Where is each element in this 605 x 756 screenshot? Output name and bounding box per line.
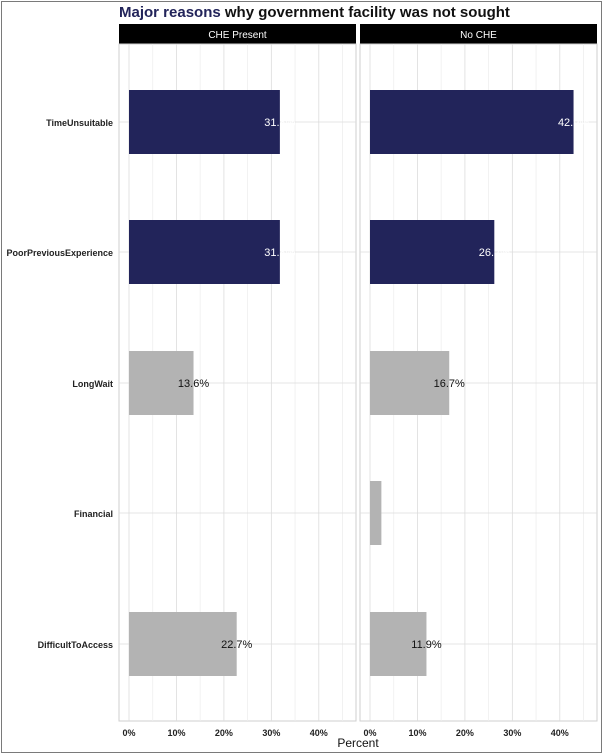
bar-che-present-difficulttoaccess: [129, 612, 237, 676]
bar-no-che-financial: [370, 481, 382, 545]
data-label-che-present-longwait: 13.6%: [178, 378, 209, 390]
facet-strip-label-no-che: No CHE: [460, 30, 497, 41]
facet-panel-che-present: [118, 43, 357, 722]
y-tick-label-poorpreviousexperience: PoorPreviousExperience: [6, 248, 113, 258]
x-tick-label-che-present-30: 30%: [262, 728, 280, 738]
x-tick-label-no-che-20: 20%: [456, 728, 474, 738]
facet-strip-label-che-present: CHE Present: [208, 30, 267, 41]
x-tick-label-che-present-20: 20%: [215, 728, 233, 738]
x-tick-label-no-che-0: 0%: [363, 728, 376, 738]
data-label-che-present-poorpreviousexperience: 31.8%: [264, 247, 295, 259]
bar-no-che-difficulttoaccess: [370, 612, 427, 676]
y-tick-label-timeunsuitable: TimeUnsuitable: [46, 118, 113, 128]
x-tick-label-che-present-40: 40%: [310, 728, 328, 738]
data-label-no-che-difficulttoaccess: 11.9%: [411, 639, 442, 651]
x-tick-label-no-che-40: 40%: [551, 728, 569, 738]
facet-strip-che-present: [119, 24, 356, 44]
y-tick-label-difficulttoaccess: DifficultToAccess: [38, 640, 113, 650]
facet-strip-no-che: [360, 24, 597, 44]
bar-che-present-timeunsuitable: [129, 90, 280, 154]
x-tick-label-no-che-30: 30%: [503, 728, 521, 738]
chart-title: Major reasons why government facility wa…: [119, 4, 510, 21]
data-label-no-che-longwait: 16.7%: [434, 378, 465, 390]
y-tick-label-financial: Financial: [74, 509, 113, 519]
data-label-che-present-timeunsuitable: 31.8%: [264, 117, 295, 129]
bar-no-che-poorpreviousexperience: [370, 220, 495, 284]
bar-che-present-poorpreviousexperience: [129, 220, 280, 284]
x-tick-label-che-present-0: 0%: [122, 728, 135, 738]
bar-no-che-timeunsuitable: [370, 90, 574, 154]
data-label-no-che-poorpreviousexperience: 26.2%: [479, 247, 510, 259]
bar-no-che-longwait: [370, 351, 450, 415]
x-tick-label-che-present-10: 10%: [167, 728, 185, 738]
facet-panel-no-che: [359, 43, 598, 722]
data-label-no-che-timeunsuitable: 42.9%: [558, 117, 589, 129]
chart-title-rest: why government facility was not sought: [220, 4, 510, 21]
y-tick-label-longwait: LongWait: [72, 379, 113, 389]
chart-title-highlight: Major reasons: [119, 4, 221, 21]
x-axis-title: Percent: [337, 736, 379, 750]
data-label-che-present-difficulttoaccess: 22.7%: [221, 639, 252, 651]
bar-che-present-longwait: [129, 351, 194, 415]
x-tick-label-no-che-10: 10%: [408, 728, 426, 738]
